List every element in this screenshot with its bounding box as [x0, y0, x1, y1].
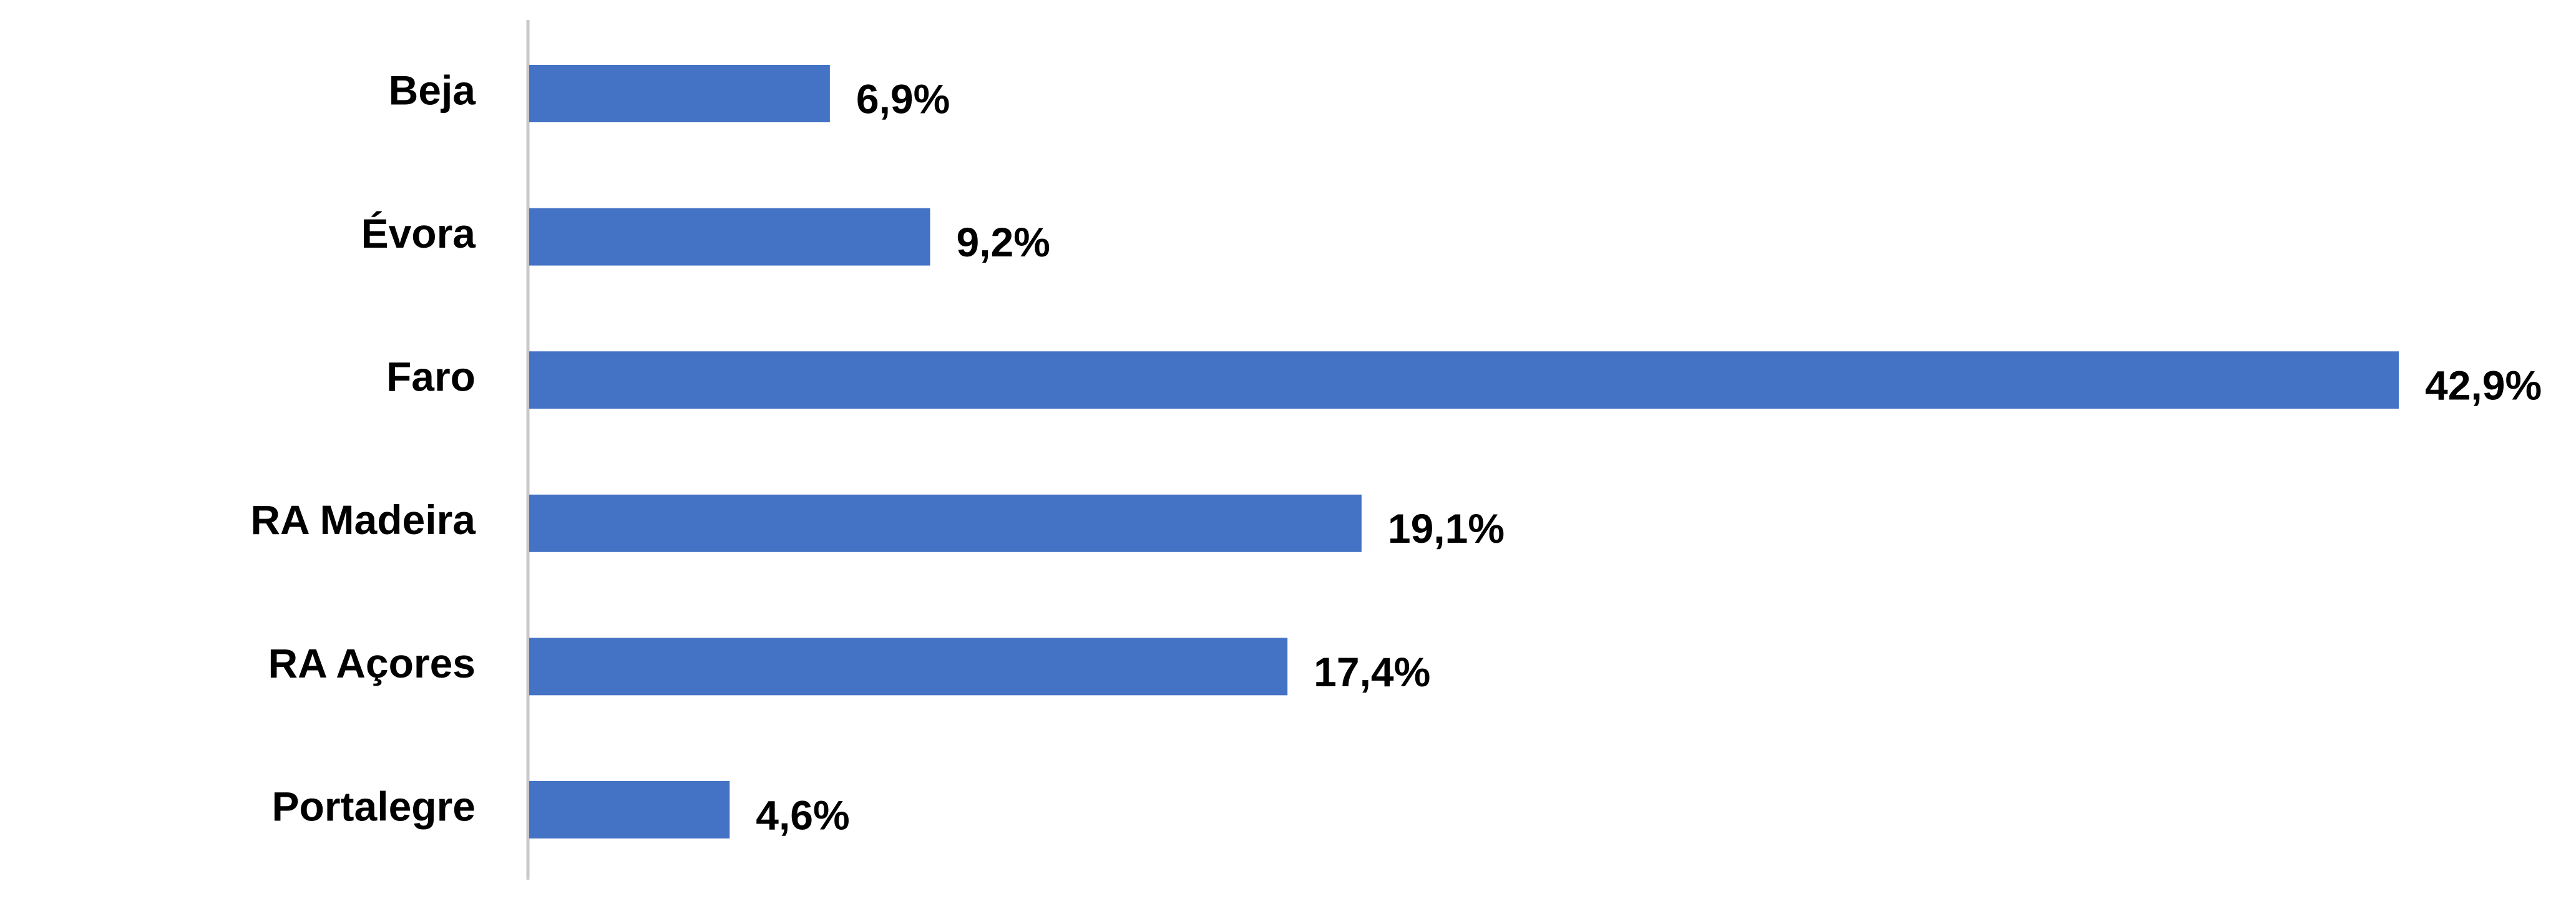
bar [529, 208, 930, 266]
category-label: RA Açores [268, 640, 476, 686]
category-label: RA Madeira [250, 497, 476, 543]
value-label: 4,6% [756, 792, 849, 838]
bar [529, 638, 1288, 696]
category-label: Beja [389, 67, 477, 113]
value-label: 42,9% [2425, 362, 2542, 409]
category-label: Évora [361, 210, 477, 256]
value-label: 9,2% [956, 219, 1050, 265]
bar [529, 494, 1362, 552]
category-label: Faro [386, 354, 476, 400]
value-label: 6,9% [856, 75, 950, 122]
bar [529, 351, 2399, 409]
value-label: 17,4% [1314, 649, 1430, 695]
bar [529, 781, 730, 838]
bar [529, 65, 830, 122]
value-label: 19,1% [1388, 505, 1505, 552]
category-label: Portalegre [272, 783, 476, 829]
